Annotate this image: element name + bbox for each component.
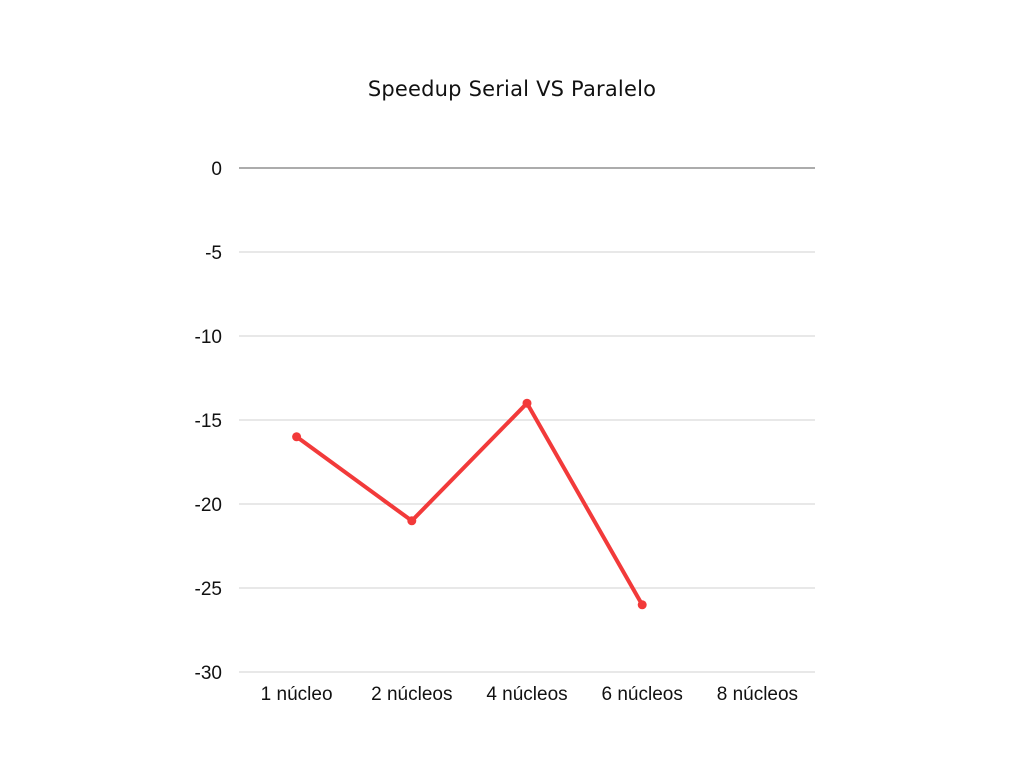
data-point [292,432,302,442]
y-tick-label: -30 [195,663,222,684]
data-point [637,600,647,610]
chart-title: Speedup Serial VS Paralelo [367,77,657,101]
y-tick-label: -5 [205,243,222,264]
x-tick-label: 6 núcleos [602,684,683,705]
x-tick-label: 8 núcleos [717,684,798,705]
y-tick-label: -15 [195,411,222,432]
y-tick-label: 0 [211,159,222,180]
y-tick-label: -25 [195,579,222,600]
data-point [522,398,532,408]
data-point [407,516,417,526]
x-tick-label: 2 núcleos [371,684,452,705]
x-tick-label: 1 núcleo [261,684,333,705]
y-tick-label: -20 [195,495,222,516]
x-tick-label: 4 núcleos [486,684,567,705]
series-line [294,401,645,607]
y-tick-label: -10 [195,327,222,348]
